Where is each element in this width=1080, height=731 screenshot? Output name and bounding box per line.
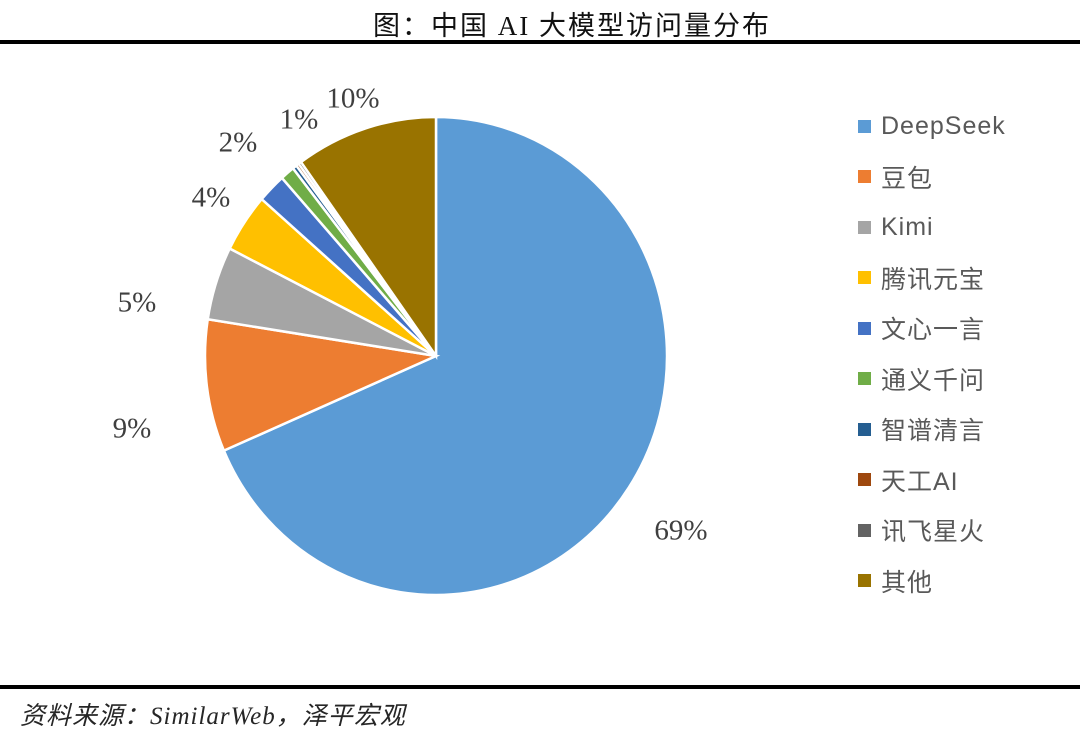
legend-item-讯飞星火: 讯飞星火 xyxy=(858,505,1006,556)
legend-item-豆包: 豆包 xyxy=(858,152,1006,203)
legend-label: 其他 xyxy=(881,568,934,597)
slice-label-Kimi: 5% xyxy=(117,286,157,319)
title-divider-line xyxy=(0,40,1080,44)
slice-label-豆包: 9% xyxy=(112,412,152,445)
legend-label: DeepSeek xyxy=(881,111,1006,140)
source-note: 资料来源：SimilarWeb，泽平宏观 xyxy=(20,703,406,730)
legend-swatch-icon xyxy=(858,170,871,184)
legend-swatch-icon xyxy=(858,271,871,285)
footer-divider-line xyxy=(0,685,1080,689)
legend-swatch-icon xyxy=(858,321,871,335)
chart-title: 图：中国 AI 大模型访问量分布 xyxy=(373,11,771,41)
legend-item-天工AI: 天工AI xyxy=(858,455,1006,506)
legend-item-腾讯元宝: 腾讯元宝 xyxy=(858,253,1006,304)
legend-swatch-icon xyxy=(858,372,871,386)
legend-item-智谱清言: 智谱清言 xyxy=(858,404,1006,455)
legend-label: 讯飞星火 xyxy=(881,518,986,547)
legend-label: 天工AI xyxy=(881,467,959,496)
legend-swatch-icon xyxy=(858,220,871,234)
legend: DeepSeek 豆包 Kimi 腾讯元宝文心一言通义千问智谱清言天工AI 讯飞星火其他 xyxy=(858,101,1006,606)
legend-label: 文心一言 xyxy=(881,316,986,345)
legend-item-文心一言: 文心一言 xyxy=(858,303,1006,354)
legend-item-Kimi: Kimi xyxy=(858,202,1006,253)
legend-swatch-icon xyxy=(858,119,871,133)
legend-item-通义千问: 通义千问 xyxy=(858,354,1006,405)
slice-label-文心一言: 2% xyxy=(218,126,258,159)
slice-label-DeepSeek: 69% xyxy=(654,514,708,547)
legend-label: 豆包 xyxy=(881,164,934,193)
slice-label-腾讯元宝: 4% xyxy=(191,181,231,214)
pie-slice-DeepSeek xyxy=(222,115,669,597)
legend-item-其他: 其他 xyxy=(858,556,1006,607)
legend-swatch-icon xyxy=(858,523,871,537)
legend-label: 腾讯元宝 xyxy=(881,265,986,294)
slice-label-通义千问: 1% xyxy=(279,103,319,136)
legend-item-DeepSeek: DeepSeek xyxy=(858,101,1006,152)
legend-swatch-icon xyxy=(858,473,871,487)
pie-slice-豆包 xyxy=(203,317,441,453)
legend-label: Kimi xyxy=(881,212,934,241)
legend-swatch-icon xyxy=(858,574,871,588)
legend-label: 智谱清言 xyxy=(881,417,986,446)
pie-slice-其他 xyxy=(299,115,438,360)
slice-label-其他: 10% xyxy=(326,82,380,115)
legend-swatch-icon xyxy=(858,422,871,436)
legend-label: 通义千问 xyxy=(881,366,986,395)
